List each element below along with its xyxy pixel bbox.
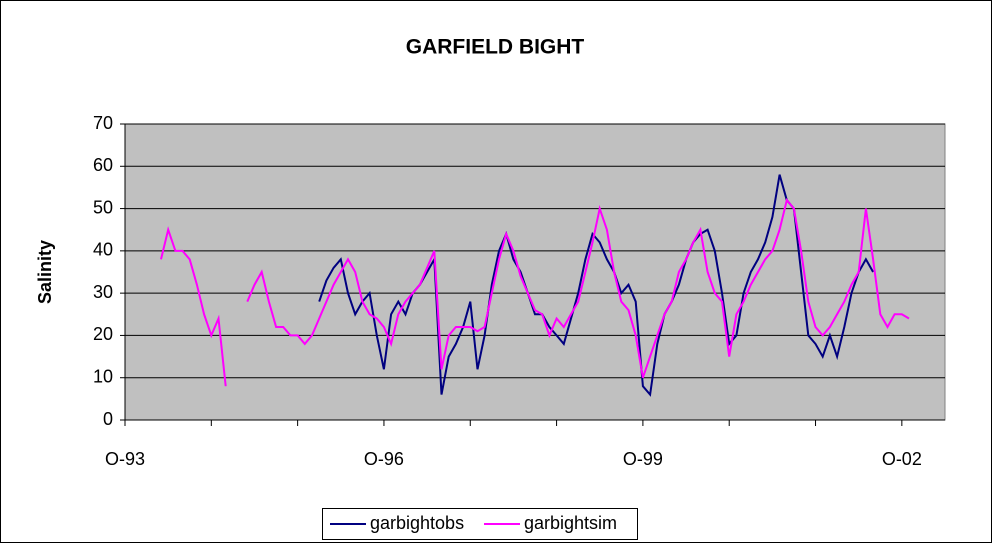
plot-area bbox=[124, 123, 946, 421]
y-tick-label: 40 bbox=[93, 240, 113, 260]
y-tick-label: 50 bbox=[93, 197, 113, 217]
legend-label: garbightsim bbox=[524, 513, 617, 533]
x-tick-label: O-93 bbox=[105, 449, 145, 469]
chart-title: GARFIELD BIGHT bbox=[406, 36, 585, 59]
y-tick-label: 20 bbox=[93, 324, 113, 344]
x-tick-label: O-02 bbox=[882, 449, 922, 469]
series-line bbox=[160, 226, 227, 387]
y-tick-label: 10 bbox=[93, 366, 113, 386]
legend-label: garbightobs bbox=[370, 513, 464, 533]
y-axis-title: Salinity bbox=[35, 240, 55, 304]
y-tick-label: 30 bbox=[93, 282, 113, 302]
y-tick-label: 70 bbox=[93, 113, 113, 133]
series-line bbox=[246, 197, 910, 379]
series-line bbox=[318, 174, 874, 397]
legend-box bbox=[322, 508, 638, 540]
y-tick-label: 0 bbox=[103, 409, 113, 429]
x-tick-label: O-99 bbox=[623, 449, 663, 469]
y-tick-label: 60 bbox=[93, 155, 113, 175]
x-tick-label: O-96 bbox=[364, 449, 404, 469]
